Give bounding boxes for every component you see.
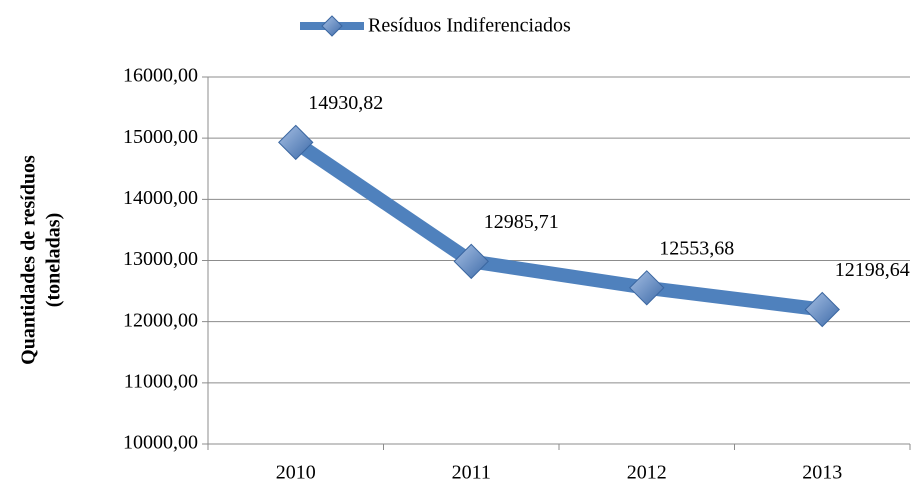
y-tick-label: 13000,00 (123, 248, 198, 270)
y-axis-title: Quantidades de resíduos (toneladas) (18, 155, 65, 365)
y-axis-title-line: (toneladas) (43, 213, 65, 307)
y-tick-label: 11000,00 (124, 370, 198, 392)
y-tick-label: 10000,00 (123, 432, 198, 454)
data-label: 12985,71 (484, 211, 559, 233)
y-tick-label: 16000,00 (123, 65, 198, 87)
data-label: 14930,82 (308, 92, 383, 114)
x-tick-label: 2010 (276, 462, 316, 484)
series-line (288, 135, 830, 317)
y-tick-label: 12000,00 (123, 309, 198, 331)
marker (278, 124, 314, 161)
x-tick-label: 2013 (802, 462, 842, 484)
marker (804, 291, 840, 328)
y-axis-title-line: Quantidades de resíduos (18, 155, 40, 365)
marker (453, 243, 489, 280)
legend-marker (321, 15, 343, 37)
y-tick-label: 15000,00 (123, 126, 198, 148)
y-tick-label: 14000,00 (123, 187, 198, 209)
data-label: 12553,68 (659, 237, 734, 259)
marker (629, 270, 665, 306)
data-label: 12198,64 (835, 259, 910, 281)
x-tick-label: 2011 (452, 462, 491, 484)
legend-label: Resíduos Indiferenciados (368, 15, 571, 37)
x-tick-label: 2012 (627, 462, 667, 484)
